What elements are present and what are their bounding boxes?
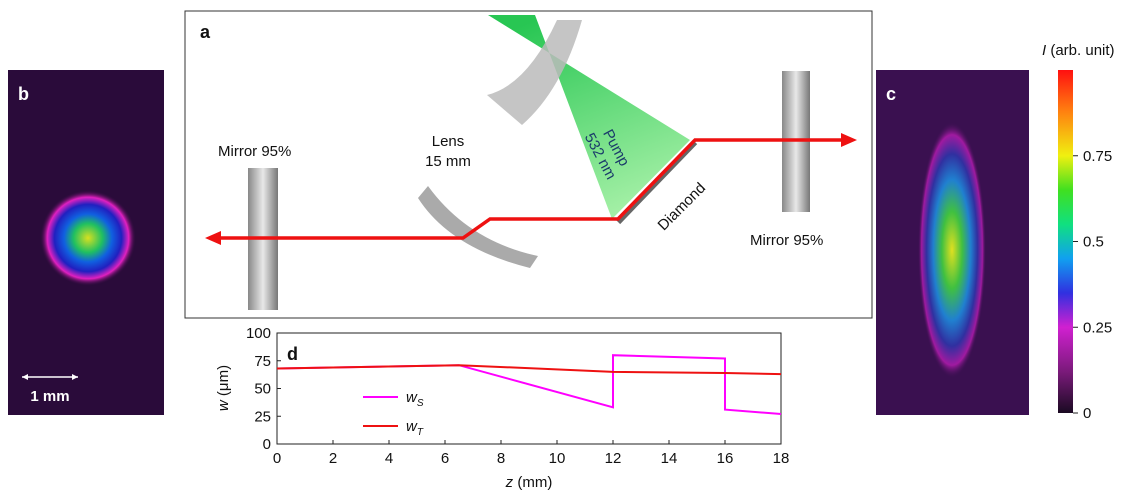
panel-label: a	[200, 22, 211, 42]
colorbar-unit: (arb. unit)	[1050, 42, 1114, 59]
y-tick-label: 50	[254, 381, 271, 398]
colorbar-symbol: I	[1042, 42, 1046, 59]
plot-frame	[277, 333, 781, 444]
mirror-label: Mirror 95%	[218, 143, 291, 160]
x-tick-label: 14	[661, 450, 678, 467]
x-tick-label: 4	[385, 450, 393, 467]
y-tick-label: 25	[254, 408, 271, 425]
legend-subscript: S	[417, 398, 424, 409]
diagram-frame	[185, 11, 872, 318]
panel-label: c	[886, 84, 896, 104]
legend-label: wS	[406, 389, 424, 409]
x-axis-label: z (mm)	[505, 474, 553, 491]
x-tick-label: 8	[497, 450, 505, 467]
x-tick-label: 2	[329, 450, 337, 467]
y-tick-label: 100	[246, 325, 271, 342]
legend-subscript: T	[417, 427, 424, 438]
colorbar-tick-label: 0	[1083, 405, 1091, 422]
x-axis-symbol: z	[505, 474, 514, 491]
panel-label: d	[287, 344, 298, 364]
series-line	[277, 355, 781, 414]
scale-bar-label: 1 mm	[30, 388, 69, 405]
colorbar-tick-label: 0.5	[1083, 234, 1104, 251]
colorbar	[1058, 70, 1073, 413]
x-tick-label: 18	[773, 450, 790, 467]
series-line	[277, 365, 781, 374]
colorbar-tick-label: 0.75	[1083, 148, 1112, 165]
colorbar-label: I (arb. unit)	[1042, 42, 1115, 59]
beam-spot	[918, 122, 986, 378]
panel-label: b	[18, 84, 29, 104]
lens-label: Lens	[432, 133, 465, 150]
x-tick-label: 6	[441, 450, 449, 467]
beam-spot	[40, 190, 136, 286]
x-tick-label: 16	[717, 450, 734, 467]
x-tick-label: 0	[273, 450, 281, 467]
y-axis-symbol: w	[215, 399, 232, 411]
x-tick-label: 10	[549, 450, 566, 467]
x-axis-unit: (mm)	[517, 474, 552, 491]
y-tick-label: 0	[263, 436, 271, 453]
y-tick-label: 75	[254, 353, 271, 370]
colorbar-tick-label: 0.25	[1083, 319, 1112, 336]
figure: b 1 mm a Mirror 95% Lens 15 mm Pump 532 …	[0, 0, 1132, 493]
lens-label: 15 mm	[425, 153, 471, 170]
x-tick-label: 12	[605, 450, 622, 467]
y-axis-unit: (μm)	[215, 365, 232, 396]
mirror-label: Mirror 95%	[750, 232, 823, 249]
legend-label: wT	[406, 418, 424, 438]
y-axis-label: w (μm)	[215, 365, 232, 411]
